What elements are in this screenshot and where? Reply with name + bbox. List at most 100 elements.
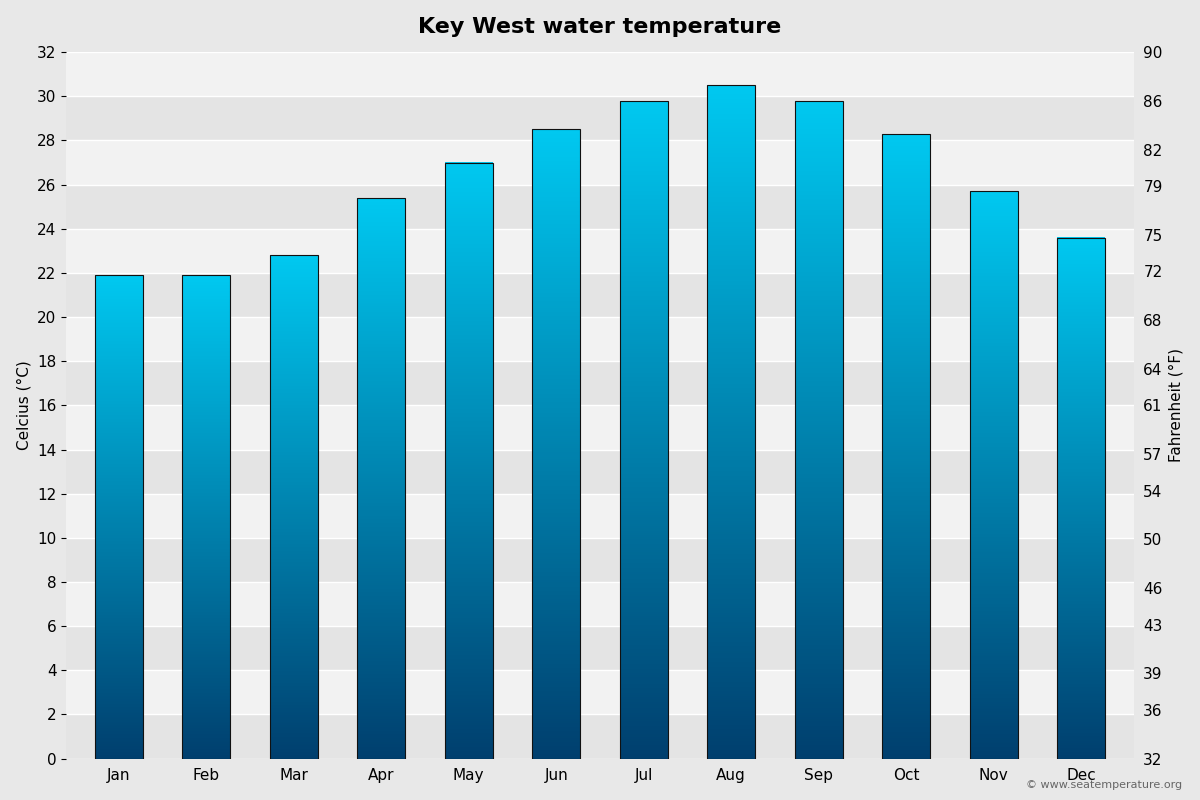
Bar <box>970 250 1018 252</box>
Bar <box>882 263 930 265</box>
Bar <box>270 578 318 579</box>
Bar <box>882 261 930 263</box>
Bar <box>358 418 406 420</box>
Bar <box>445 417 493 419</box>
Bar <box>358 639 406 641</box>
Bar <box>445 369 493 371</box>
Bar <box>1057 282 1105 285</box>
Bar <box>95 342 143 345</box>
Bar <box>532 626 581 629</box>
Bar <box>882 296 930 298</box>
Bar <box>619 460 667 462</box>
Bar <box>970 726 1018 728</box>
Bar <box>532 400 581 402</box>
Bar <box>532 757 581 758</box>
Bar <box>445 607 493 610</box>
Bar <box>95 630 143 631</box>
Bar <box>970 398 1018 399</box>
Bar <box>270 374 318 376</box>
Bar <box>182 490 230 491</box>
Bar <box>270 674 318 676</box>
Bar <box>270 544 318 546</box>
Bar <box>182 304 230 306</box>
Bar <box>95 275 143 277</box>
Bar <box>619 602 667 605</box>
Bar <box>707 444 755 446</box>
Bar <box>445 363 493 365</box>
Bar <box>532 595 581 597</box>
Bar <box>358 684 406 686</box>
Bar <box>358 278 406 280</box>
Bar <box>445 330 493 331</box>
Bar <box>882 569 930 571</box>
Bar <box>794 495 842 498</box>
Bar <box>182 534 230 536</box>
Bar <box>270 260 318 262</box>
Bar <box>707 523 755 525</box>
Bar <box>445 351 493 354</box>
Bar <box>95 681 143 683</box>
Bar <box>794 399 842 401</box>
Bar <box>1057 454 1105 457</box>
Bar <box>882 542 930 544</box>
Bar <box>270 350 318 353</box>
Bar <box>182 644 230 646</box>
Bar <box>270 267 318 269</box>
Bar <box>707 399 755 402</box>
Bar <box>270 411 318 413</box>
Bar <box>970 473 1018 475</box>
Bar <box>1057 460 1105 462</box>
Bar <box>95 446 143 447</box>
Bar <box>358 747 406 750</box>
Bar <box>1057 390 1105 392</box>
Bar <box>707 494 755 496</box>
Bar <box>619 462 667 465</box>
Bar <box>882 686 930 688</box>
Bar <box>619 425 667 427</box>
Bar <box>182 283 230 285</box>
Bar <box>358 518 406 519</box>
Bar <box>182 599 230 601</box>
Bar <box>707 327 755 330</box>
Bar <box>445 387 493 389</box>
Bar <box>619 322 667 324</box>
Bar <box>95 750 143 752</box>
Bar <box>1057 368 1105 370</box>
Bar <box>95 665 143 666</box>
Bar <box>1057 343 1105 346</box>
Bar <box>619 614 667 616</box>
Bar <box>66 96 1134 141</box>
Bar <box>445 693 493 695</box>
Bar <box>882 544 930 546</box>
Bar <box>95 349 143 351</box>
Bar <box>270 418 318 420</box>
Bar <box>532 297 581 299</box>
Bar <box>532 454 581 457</box>
Bar <box>707 184 755 186</box>
Bar <box>532 465 581 467</box>
Bar <box>970 301 1018 302</box>
Bar <box>794 129 842 131</box>
Bar <box>1057 642 1105 644</box>
Bar <box>707 258 755 260</box>
Bar <box>270 289 318 290</box>
Bar <box>882 309 930 311</box>
Bar <box>358 439 406 441</box>
Bar <box>707 566 755 568</box>
Bar <box>619 526 667 528</box>
Bar <box>1057 307 1105 309</box>
Bar <box>882 636 930 638</box>
Bar <box>794 590 842 592</box>
Bar <box>794 362 842 364</box>
Bar <box>532 343 581 346</box>
Bar <box>794 241 842 243</box>
Bar <box>182 747 230 749</box>
Bar <box>358 276 406 278</box>
Bar <box>270 559 318 561</box>
Bar <box>270 590 318 593</box>
Bar <box>532 486 581 488</box>
Bar <box>358 498 406 501</box>
Bar <box>95 426 143 428</box>
Bar <box>95 433 143 434</box>
Bar <box>270 715 318 717</box>
